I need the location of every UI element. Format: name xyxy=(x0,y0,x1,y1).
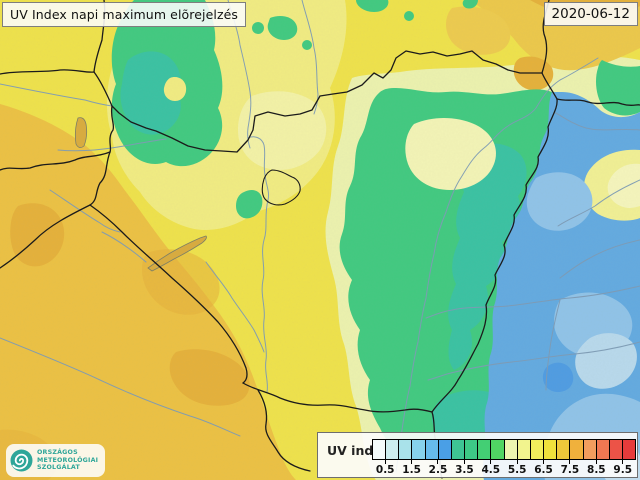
austria-hungary-border xyxy=(93,71,115,153)
legend-color-cell xyxy=(504,440,518,459)
hungary-romania-border xyxy=(431,98,558,413)
legend-tick: 6.5 xyxy=(530,460,556,476)
uv-legend: UV index 0.5 1.5 2.5 3.5 4.5 5.5 6.5 7.5 8.5 9.5 xyxy=(317,432,638,478)
legend-tick: 9.5 xyxy=(610,460,636,476)
vah-river xyxy=(227,0,252,149)
legend-tick: 7.5 xyxy=(557,460,583,476)
legend-color-cell xyxy=(517,440,531,459)
legend-color-cell xyxy=(451,440,466,459)
legend-tick: 2.5 xyxy=(425,460,451,476)
sio-river xyxy=(205,261,265,353)
lakes xyxy=(74,117,207,272)
legend-tick: 5.5 xyxy=(504,460,530,476)
legend-color-cell xyxy=(373,440,387,459)
legend-color-cell xyxy=(425,440,439,459)
lake-ferto xyxy=(74,117,88,148)
legend-colorbar xyxy=(372,439,636,460)
omsz-logo-line1: ORSZÁGOS xyxy=(37,449,78,457)
legend-color-cell xyxy=(491,440,505,459)
hungary-slovenia-border xyxy=(89,151,111,206)
legend-tick: 0.5 xyxy=(372,460,398,476)
legend-color-cell xyxy=(478,440,492,459)
czech-austria-border xyxy=(0,69,95,75)
danube-river-upper xyxy=(0,83,113,107)
legend-color-cell xyxy=(596,440,610,459)
slovenia-croatia-border xyxy=(0,204,91,269)
map-title: UV Index napi maximum elõrejelzés xyxy=(2,2,247,27)
hungary-slovakia-border xyxy=(111,50,543,153)
omsz-logo-line3: SZOLGÁLAT xyxy=(37,464,81,472)
lake-balaton xyxy=(147,235,207,272)
legend-color-cell xyxy=(386,440,400,459)
omsz-swirl-icon xyxy=(10,449,33,472)
legend-color-cell xyxy=(570,440,584,459)
legend-color-cell xyxy=(557,440,571,459)
omsz-logo-text: ORSZÁGOS METEOROLÓGIAI SZOLGÁLAT xyxy=(37,449,98,472)
hungary-ukraine-border xyxy=(541,72,558,100)
danube-river xyxy=(247,136,270,393)
zala-river xyxy=(101,231,147,263)
romania-river-2 xyxy=(559,239,640,279)
legend-color-cell xyxy=(530,440,545,459)
legend-color-cell xyxy=(412,440,426,459)
legend-color-cell xyxy=(399,440,413,459)
legend-tick: 1.5 xyxy=(398,460,424,476)
ukraine-romania-border xyxy=(556,98,640,107)
legend-tick-labels: 0.5 1.5 2.5 3.5 4.5 5.5 6.5 7.5 8.5 9.5 xyxy=(372,460,636,476)
legend-tick: 4.5 xyxy=(478,460,504,476)
koros-river xyxy=(425,285,640,319)
legend-color-cell xyxy=(465,440,479,459)
legend-color-cell xyxy=(544,440,558,459)
tisza-river xyxy=(395,57,599,473)
raba-river xyxy=(57,138,167,152)
legend-color-cell xyxy=(583,440,597,459)
hungary-serbia-border xyxy=(242,382,433,413)
hron-river xyxy=(301,0,319,115)
szamos-river xyxy=(553,111,640,131)
omsz-logo: ORSZÁGOS METEOROLÓGIAI SZOLGÁLAT xyxy=(6,444,106,477)
romania-river-3 xyxy=(545,299,561,391)
date-badge: 2020-06-12 xyxy=(543,2,638,26)
legend-color-cell xyxy=(622,440,636,459)
hungary-croatia-border xyxy=(89,204,248,384)
sava-river xyxy=(0,337,241,437)
omsz-logo-line2: METEOROLÓGIAI xyxy=(37,456,99,464)
legend-color-cell xyxy=(438,440,452,459)
legend-tick: 3.5 xyxy=(451,460,477,476)
austria-slovenia-border xyxy=(0,151,111,171)
maros-river xyxy=(427,341,640,381)
budapest-boundary xyxy=(261,169,301,206)
legend-color-cell xyxy=(609,440,623,459)
romania-river-1 xyxy=(557,179,640,227)
croatia-serbia-border xyxy=(257,389,311,472)
drava-river xyxy=(49,189,121,233)
legend-tick: 8.5 xyxy=(583,460,609,476)
